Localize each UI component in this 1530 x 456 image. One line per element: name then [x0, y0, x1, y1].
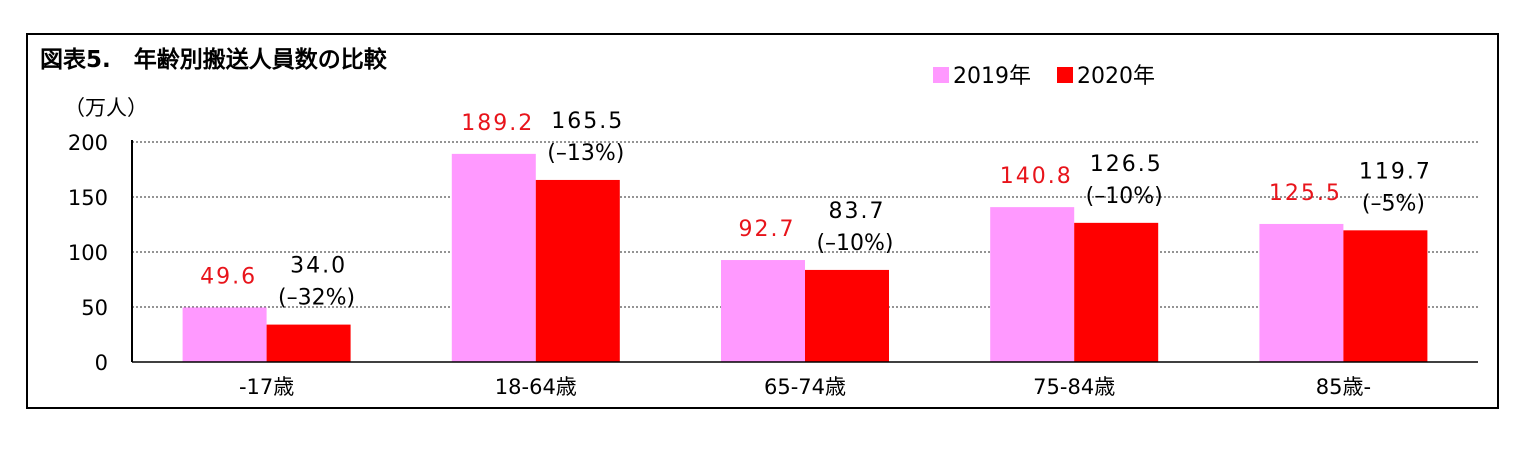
data-label-2020: 119.7 — [1359, 159, 1432, 184]
legend-swatch — [933, 67, 949, 83]
y-tick-label: 0 — [95, 351, 108, 375]
data-label-2020: 34.0 — [290, 254, 347, 279]
data-label-2020: 126.5 — [1090, 152, 1163, 177]
data-label-change: (–10%) — [816, 231, 893, 256]
x-category-label: 18-64歳 — [495, 375, 577, 399]
bar-2020 — [266, 324, 351, 362]
data-label-2019: 49.6 — [200, 264, 257, 289]
bar-2020 — [1343, 230, 1428, 362]
data-label-2020: 83.7 — [829, 199, 886, 224]
y-tick-label: 150 — [68, 186, 108, 210]
axes — [131, 140, 1478, 363]
chart-frame: 図表5. 年齢別搬送人員数の比較 （万人） 0 50 100 150 200 -17歳 1… — [26, 33, 1499, 409]
data-label-change: (–13%) — [547, 141, 624, 166]
data-labels: 49.6 34.0 (–32%) 189.2 165.5 (–13%) 92.7 83.7 (–… — [200, 109, 1432, 311]
chart-title: 図表5. 年齢別搬送人員数の比較 — [40, 46, 388, 73]
legend-label: 2020年 — [1077, 64, 1155, 89]
legend-swatch — [1057, 67, 1073, 83]
bar-2019 — [451, 153, 536, 362]
legend: 2019年 2020年 — [933, 64, 1155, 89]
y-tick-label: 50 — [81, 296, 108, 320]
data-label-2019: 189.2 — [461, 111, 534, 136]
data-label-change: (–32%) — [278, 286, 355, 311]
y-tick-label: 200 — [68, 131, 108, 155]
bars — [182, 153, 1428, 362]
bar-2019 — [990, 207, 1075, 362]
bar-2019 — [182, 307, 267, 362]
bar-2019 — [721, 260, 805, 362]
data-label-2019: 140.8 — [1000, 164, 1073, 189]
bar-2020 — [805, 269, 889, 362]
data-label-change: (–10%) — [1086, 184, 1163, 209]
x-axis-categories: -17歳 18-64歳 65-74歳 75-84歳 85歳- — [239, 375, 1371, 399]
x-category-label: 75-84歳 — [1033, 375, 1115, 399]
y-axis-ticks: 0 50 100 150 200 — [68, 131, 108, 375]
data-label-2019: 125.5 — [1269, 181, 1342, 206]
data-label-2019: 92.7 — [739, 217, 796, 242]
y-axis-unit-label: （万人） — [64, 96, 148, 120]
data-label-2020: 165.5 — [551, 109, 624, 134]
bar-chart: 図表5. 年齢別搬送人員数の比較 （万人） 0 50 100 150 200 -17歳 1… — [40, 46, 1478, 399]
bar-2020 — [535, 179, 620, 362]
data-label-change: (–5%) — [1362, 191, 1425, 216]
bar-2020 — [1074, 222, 1159, 362]
x-category-label: 65-74歳 — [764, 375, 846, 399]
x-category-label: 85歳- — [1316, 375, 1371, 399]
legend-label: 2019年 — [953, 64, 1031, 89]
x-category-label: -17歳 — [239, 375, 294, 399]
bar-2019 — [1259, 223, 1344, 362]
y-tick-label: 100 — [68, 241, 108, 265]
